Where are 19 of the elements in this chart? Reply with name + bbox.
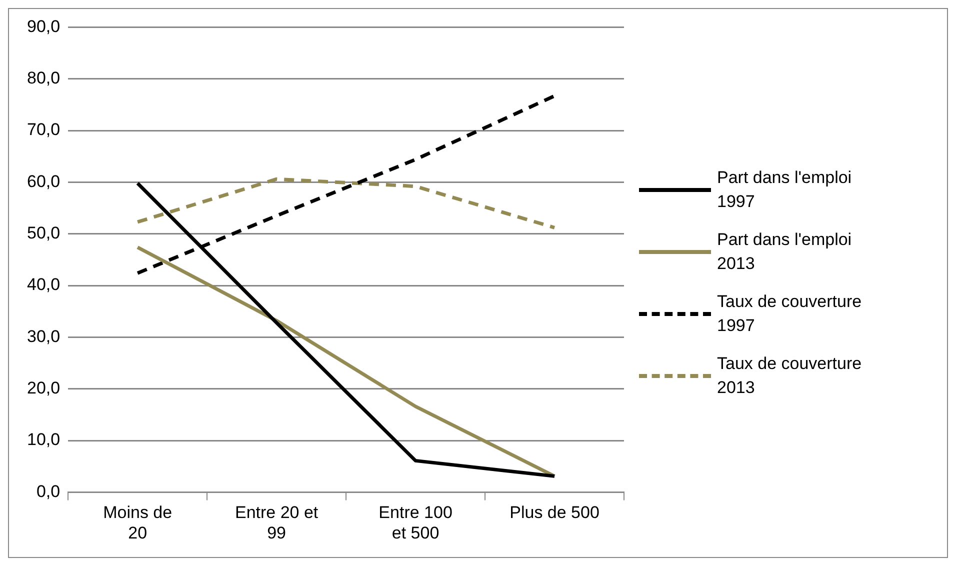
y-tick-label: 30,0 bbox=[26, 326, 60, 346]
x-tick-label: Moins de 20 bbox=[103, 503, 172, 542]
x-tick-label: Entre 100 et 500 bbox=[378, 503, 452, 542]
legend-label: Taux de couverture 1997 bbox=[717, 291, 863, 337]
y-tick-label: 60,0 bbox=[26, 172, 60, 191]
legend-label: Part dans l'emploi 2013 bbox=[717, 229, 853, 275]
y-tick-label: 10,0 bbox=[26, 430, 60, 450]
x-tick-label: Entre 20 et 99 bbox=[234, 503, 318, 542]
y-tick-label: 70,0 bbox=[26, 120, 60, 140]
legend-label: Taux de couverture 2013 bbox=[717, 353, 863, 399]
y-tick-label: 90,0 bbox=[26, 16, 60, 36]
legend-label: Part dans l'emploi 1997 bbox=[717, 167, 853, 213]
y-tick-label: 40,0 bbox=[26, 275, 60, 294]
x-tick-label: Plus de 500 bbox=[510, 503, 600, 522]
y-tick-label: 0,0 bbox=[36, 482, 60, 501]
y-tick-label: 20,0 bbox=[26, 378, 60, 398]
line-series bbox=[136, 177, 556, 230]
y-tick-label: 50,0 bbox=[26, 224, 60, 243]
y-tick-label: 80,0 bbox=[26, 68, 60, 88]
